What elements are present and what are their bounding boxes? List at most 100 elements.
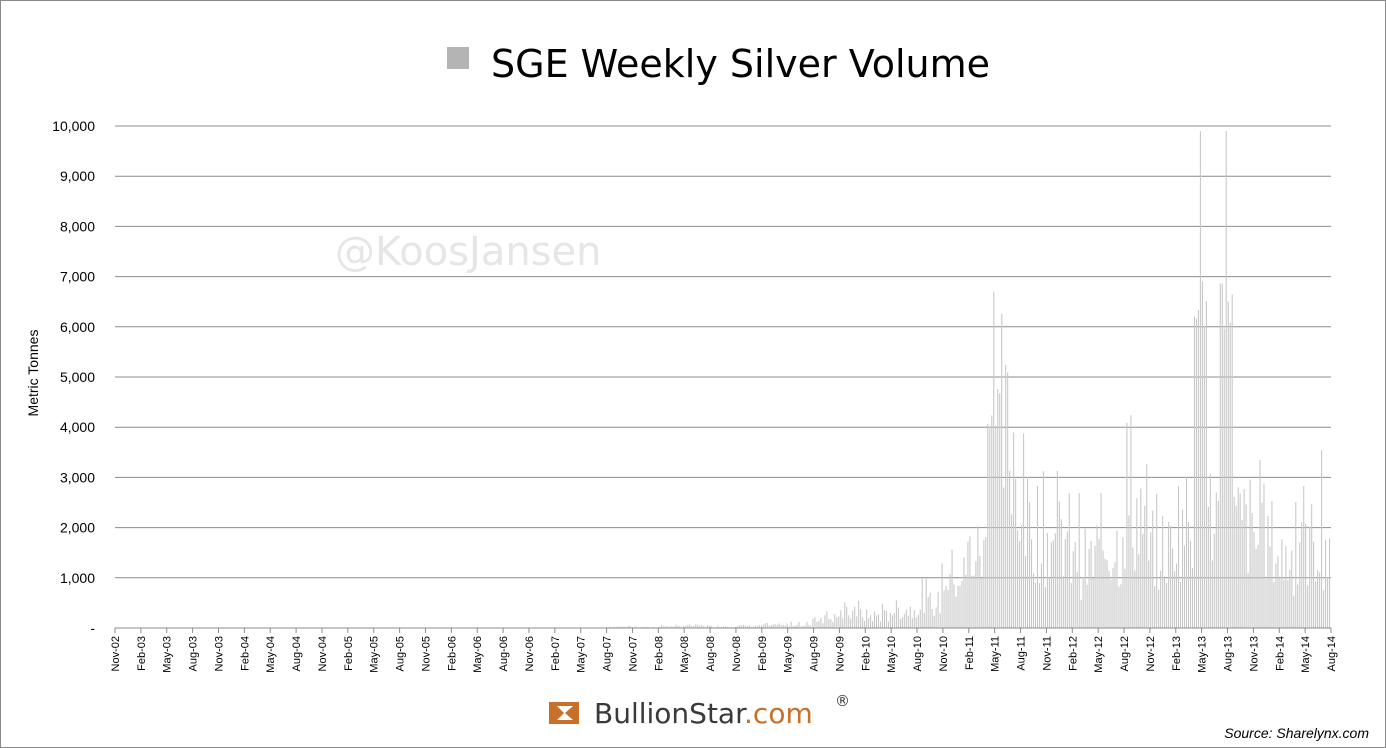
x-tick-label: Feb-04	[239, 636, 251, 671]
bar	[1297, 584, 1299, 628]
x-tick-label: Aug-13	[1223, 636, 1235, 671]
bar	[800, 626, 802, 628]
bar	[842, 618, 844, 628]
bar	[1215, 492, 1217, 628]
bar	[1265, 579, 1267, 628]
x-tick-label: Feb-13	[1171, 636, 1183, 671]
bar	[816, 621, 818, 628]
bar	[895, 600, 897, 628]
bar	[723, 626, 725, 628]
x-tick-label: May-10	[886, 636, 898, 673]
bar	[1203, 326, 1205, 628]
bar	[981, 578, 983, 628]
bar	[1046, 533, 1048, 628]
bar	[1086, 584, 1088, 628]
bar	[868, 618, 870, 628]
x-tick-label: Feb-07	[550, 636, 562, 671]
x-tick-label: Nov-07	[627, 636, 639, 671]
bar	[1124, 568, 1126, 628]
bar	[675, 624, 677, 628]
bar	[1154, 586, 1156, 628]
bar	[1128, 515, 1130, 628]
bar	[760, 625, 762, 628]
bar	[1259, 460, 1261, 628]
x-tick-label: Aug-03	[188, 636, 200, 671]
bar	[726, 626, 729, 628]
bar	[1193, 316, 1195, 628]
bar	[1197, 309, 1199, 628]
bar	[776, 624, 778, 628]
bar	[1138, 554, 1140, 628]
bar	[697, 624, 699, 628]
bar	[899, 619, 901, 628]
bar	[1126, 422, 1128, 628]
bar	[1223, 328, 1225, 628]
bar	[1329, 538, 1331, 628]
bar	[1185, 476, 1188, 628]
bar	[1295, 501, 1297, 628]
bar	[1239, 493, 1241, 628]
bar	[806, 621, 808, 628]
bar	[613, 626, 615, 628]
bar	[1183, 545, 1186, 628]
bar	[647, 626, 649, 628]
bar	[687, 624, 689, 628]
bar	[1098, 539, 1100, 628]
bar	[1269, 546, 1271, 628]
x-tick-label: May-14	[1300, 636, 1312, 673]
bar	[1243, 489, 1245, 628]
bar	[1325, 539, 1327, 628]
y-tick-label: 6,000	[60, 319, 95, 335]
bar	[933, 615, 935, 628]
bar	[838, 616, 840, 628]
bar	[973, 575, 975, 628]
bar	[786, 623, 788, 628]
bar	[1319, 572, 1321, 628]
bar	[1261, 502, 1263, 628]
bar	[1158, 589, 1160, 628]
bar	[1088, 549, 1090, 628]
bar	[1235, 505, 1237, 628]
bar	[1025, 556, 1027, 628]
bar	[1080, 599, 1082, 628]
bar	[850, 618, 852, 628]
bar	[856, 616, 858, 628]
y-tick-label: 10,000	[52, 118, 95, 134]
bar	[756, 626, 758, 628]
bar	[788, 626, 790, 628]
bar	[1118, 586, 1120, 628]
bar	[965, 574, 967, 628]
bar	[1078, 493, 1080, 628]
y-tick-label: 4,000	[60, 419, 95, 435]
x-tick-label: Feb-10	[860, 636, 872, 671]
bar	[1303, 486, 1305, 628]
bar	[802, 625, 804, 628]
bar	[683, 625, 685, 628]
bar	[1112, 567, 1114, 628]
x-tick-label: Nov-12	[1145, 636, 1157, 671]
bar	[679, 626, 681, 628]
bar	[951, 549, 953, 628]
bar	[1191, 567, 1194, 628]
bar	[1178, 486, 1180, 628]
bar	[1247, 572, 1249, 628]
x-tick-label: Nov-08	[731, 636, 743, 671]
bar	[866, 609, 868, 628]
bar	[742, 625, 744, 628]
bar	[794, 625, 796, 628]
bar	[665, 626, 667, 628]
bullionstar-logo: BullionStar.com ®	[549, 692, 850, 730]
bar	[762, 624, 764, 628]
bar	[1152, 510, 1154, 628]
bar	[1136, 498, 1138, 628]
x-tick-label: May-11	[990, 636, 1002, 672]
bar	[1323, 590, 1325, 628]
bar	[1181, 509, 1184, 628]
bar	[750, 626, 752, 628]
x-tick-label: Nov-13	[1248, 636, 1260, 671]
bar	[1005, 364, 1007, 628]
bar	[1251, 512, 1253, 628]
x-tick-label: May-04	[265, 636, 277, 673]
x-tick-label: Aug-10	[912, 636, 924, 671]
